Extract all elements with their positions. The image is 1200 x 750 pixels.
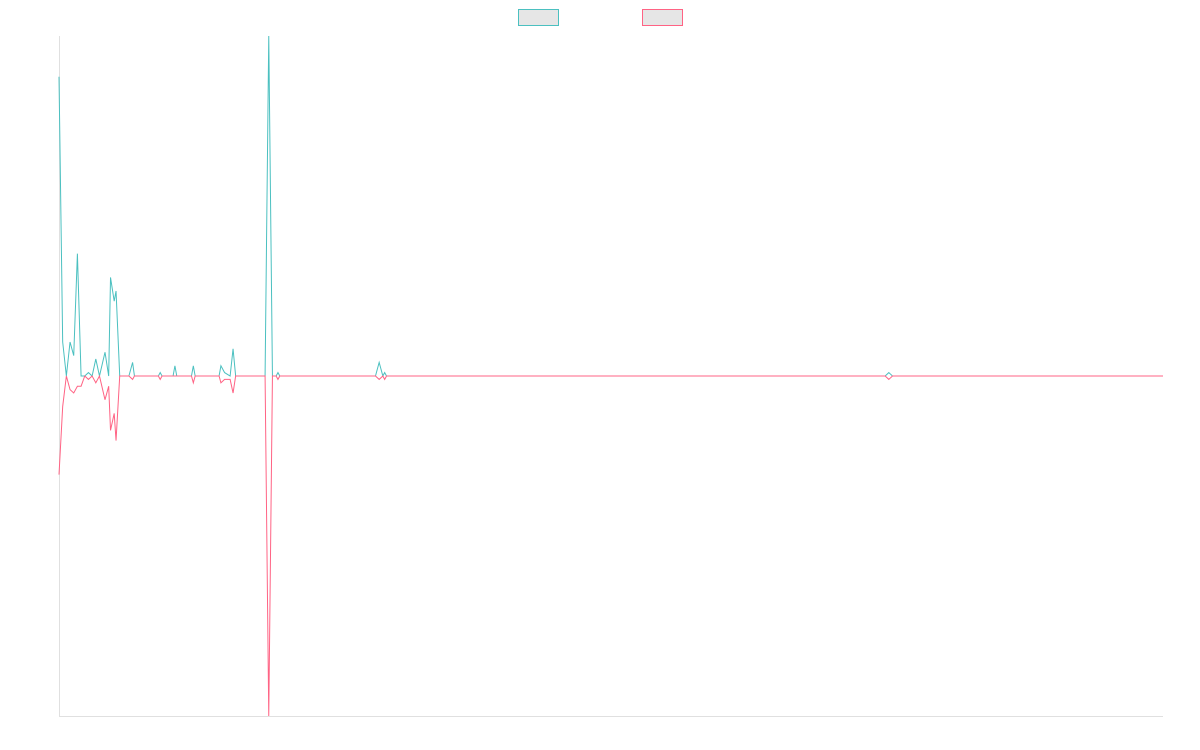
legend-swatch — [518, 9, 559, 26]
series-line — [58, 35, 1163, 378]
legend-swatch — [642, 9, 683, 26]
series-line — [58, 374, 1163, 717]
